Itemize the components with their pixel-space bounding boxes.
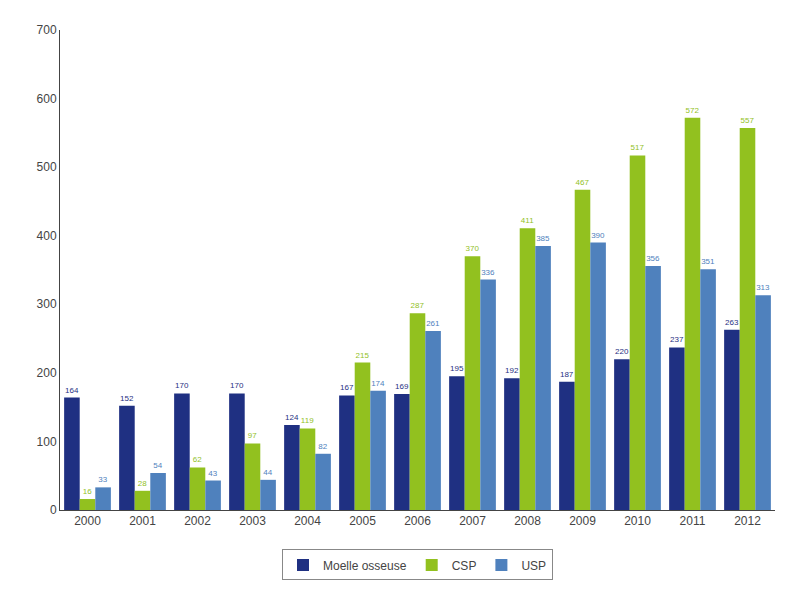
svg-text:2007: 2007: [459, 514, 486, 528]
svg-text:385: 385: [536, 234, 550, 243]
svg-text:572: 572: [686, 106, 700, 115]
svg-text:CSP: CSP: [452, 559, 477, 573]
svg-text:33: 33: [98, 475, 107, 484]
svg-text:124: 124: [285, 413, 299, 422]
svg-text:700: 700: [37, 23, 57, 37]
svg-text:2001: 2001: [129, 514, 156, 528]
svg-text:167: 167: [340, 383, 354, 392]
svg-text:237: 237: [670, 335, 684, 344]
svg-text:261: 261: [426, 319, 440, 328]
svg-text:336: 336: [481, 268, 495, 277]
svg-text:287: 287: [411, 301, 425, 310]
svg-text:517: 517: [631, 143, 645, 152]
svg-text:411: 411: [521, 216, 534, 225]
svg-text:100: 100: [37, 435, 57, 449]
svg-text:2005: 2005: [349, 514, 376, 528]
svg-text:174: 174: [371, 379, 385, 388]
svg-text:2000: 2000: [74, 514, 101, 528]
svg-text:2009: 2009: [569, 514, 596, 528]
svg-text:28: 28: [138, 479, 147, 488]
svg-text:390: 390: [591, 231, 605, 240]
svg-text:2004: 2004: [294, 514, 321, 528]
svg-text:0: 0: [50, 503, 57, 517]
svg-text:62: 62: [193, 455, 202, 464]
svg-text:192: 192: [505, 366, 519, 375]
svg-text:557: 557: [741, 116, 755, 125]
svg-text:164: 164: [65, 386, 79, 395]
svg-text:82: 82: [318, 442, 327, 451]
svg-text:Moelle osseuse: Moelle osseuse: [323, 559, 407, 573]
svg-text:97: 97: [248, 431, 257, 440]
svg-text:43: 43: [208, 469, 217, 478]
svg-text:356: 356: [646, 254, 660, 263]
svg-text:263: 263: [725, 318, 739, 327]
svg-text:187: 187: [560, 370, 574, 379]
svg-text:USP: USP: [521, 559, 546, 573]
svg-text:170: 170: [175, 381, 189, 390]
svg-text:2010: 2010: [624, 514, 651, 528]
svg-text:313: 313: [756, 283, 770, 292]
svg-text:44: 44: [263, 468, 272, 477]
svg-text:2012: 2012: [734, 514, 761, 528]
svg-text:152: 152: [120, 394, 134, 403]
svg-text:200: 200: [37, 366, 57, 380]
svg-text:370: 370: [466, 244, 480, 253]
svg-text:500: 500: [37, 160, 57, 174]
svg-text:300: 300: [37, 297, 57, 311]
svg-text:600: 600: [37, 92, 57, 106]
svg-text:169: 169: [395, 382, 409, 391]
svg-text:16: 16: [83, 487, 92, 496]
svg-text:467: 467: [576, 178, 590, 187]
svg-text:54: 54: [153, 461, 162, 470]
svg-text:2002: 2002: [184, 514, 211, 528]
svg-text:400: 400: [37, 229, 57, 243]
svg-text:2008: 2008: [514, 514, 541, 528]
svg-text:195: 195: [450, 364, 464, 373]
svg-text:119: 119: [301, 416, 314, 425]
svg-text:220: 220: [615, 347, 629, 356]
svg-text:215: 215: [356, 351, 370, 360]
svg-text:2011: 2011: [680, 514, 706, 528]
svg-text:170: 170: [230, 381, 244, 390]
svg-text:2003: 2003: [239, 514, 266, 528]
svg-text:351: 351: [701, 257, 715, 266]
svg-text:2006: 2006: [404, 514, 431, 528]
